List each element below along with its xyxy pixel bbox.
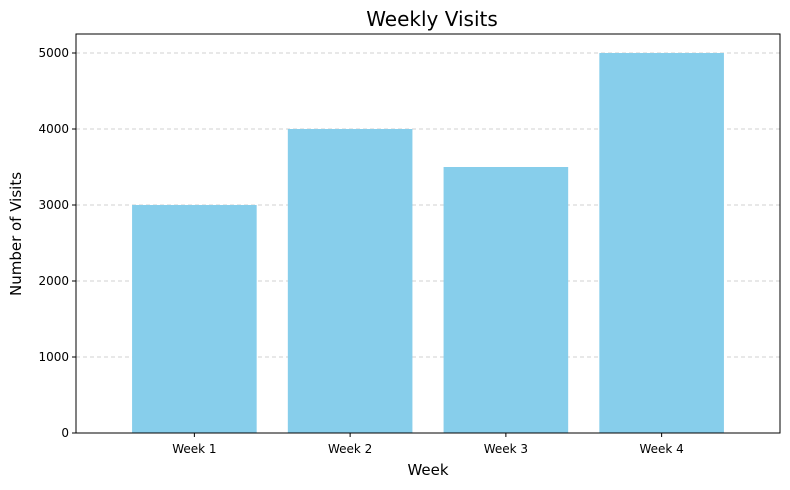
grid-lines [76,52,780,358]
y-tick-label: 2000 [38,274,69,288]
y-tick-label: 5000 [38,46,69,60]
bar-week-3 [443,167,569,433]
x-tick-label: Week 1 [172,442,216,456]
plot-frame [75,33,781,434]
x-tick-label: Week 3 [484,442,528,456]
y-tick-label: 0 [61,426,69,440]
bar-week-1 [132,205,257,433]
y-tick-label: 3000 [38,198,69,212]
bars [132,53,724,433]
bar-week-2 [287,129,413,433]
y-axis-ticks: 0 1000 2000 3000 4000 5000 [38,46,76,440]
y-axis-label: Number of Visits [7,172,25,296]
x-tick-label: Week 4 [639,442,683,456]
x-axis-label: Week [407,461,448,479]
y-tick-label: 4000 [38,122,69,136]
chart-title: Weekly Visits [366,7,498,31]
y-tick-label: 1000 [38,350,69,364]
x-axis-ticks: Week 1 Week 2 Week 3 Week 4 [172,433,684,456]
bar-week-4 [599,53,724,433]
x-tick-label: Week 2 [328,442,372,456]
